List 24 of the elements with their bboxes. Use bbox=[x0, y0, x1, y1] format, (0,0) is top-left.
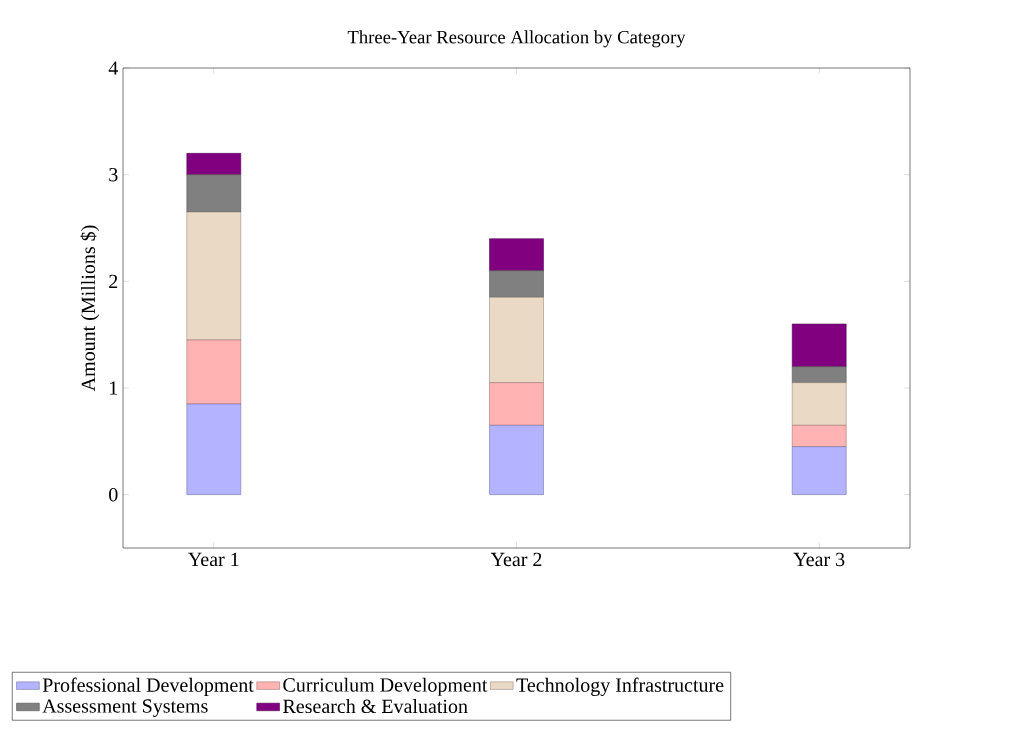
bar bbox=[489, 382, 544, 426]
bar bbox=[791, 425, 847, 447]
legend-label: Research & Evaluation bbox=[283, 699, 468, 714]
y-tick-label: 0 bbox=[109, 487, 118, 502]
legend-label: Curriculum Development bbox=[283, 677, 488, 696]
bar bbox=[791, 446, 847, 495]
y-tick-label: 4 bbox=[108, 61, 118, 75]
x-tick-label: Year 3 bbox=[793, 552, 845, 567]
y-tick-label: 3 bbox=[109, 167, 118, 182]
bar bbox=[186, 403, 242, 495]
x-tick-label: Year 1 bbox=[188, 552, 239, 567]
legend-label: Professional Development bbox=[42, 677, 254, 696]
legend-label: Assessment Systems bbox=[42, 699, 208, 717]
bar bbox=[489, 238, 544, 271]
y-tick-label: 2 bbox=[109, 274, 118, 288]
bar bbox=[489, 425, 544, 495]
legend-label: Technology Infrastructure bbox=[516, 677, 724, 696]
chart-title: Three-Year Resource Allocation by Category bbox=[347, 30, 686, 48]
bar bbox=[186, 153, 242, 175]
y-axis-title: Amount (Millions $) bbox=[80, 225, 100, 392]
y-tick-label: 1 bbox=[110, 381, 118, 395]
bar bbox=[186, 339, 242, 405]
bar bbox=[791, 323, 847, 367]
x-tick-label: Year 2 bbox=[490, 552, 542, 567]
